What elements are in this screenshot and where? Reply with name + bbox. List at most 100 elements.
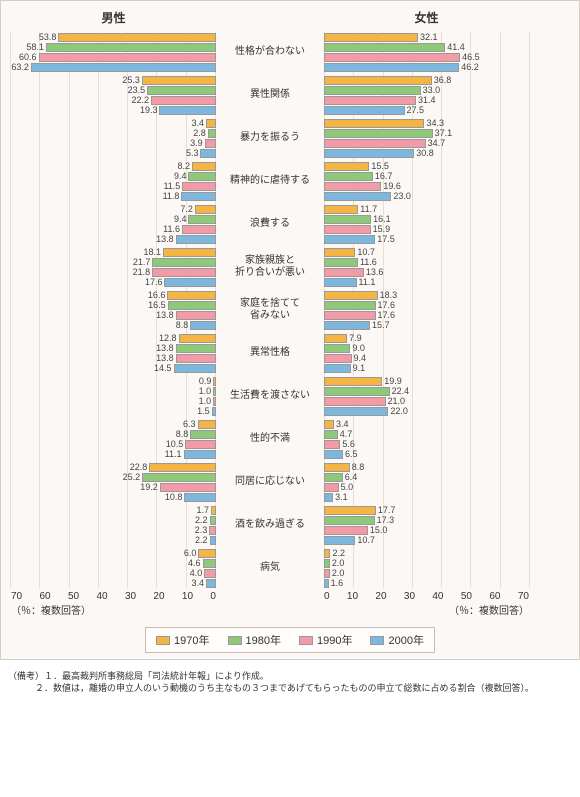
bar-value: 10.7 (357, 536, 375, 545)
bar-female (324, 162, 369, 171)
bar-male (198, 420, 216, 429)
bar-value: 13.6 (366, 268, 384, 277)
bar-value: 41.4 (447, 43, 465, 52)
bar-value: 15.7 (372, 321, 390, 330)
chart-headers: 男性 女性 (11, 9, 569, 26)
bar-value: 23.0 (393, 192, 411, 201)
bar-female (324, 149, 414, 158)
chart-body: 53.858.160.663.2性格が合わない32.141.446.546.2 2… (11, 32, 569, 588)
bar-female (324, 440, 340, 449)
category-row: 6.04.64.03.4病気2.22.02.01.6 (11, 548, 569, 588)
bar-female (324, 258, 358, 267)
legend-label: 1970年 (174, 632, 209, 648)
bar-male (174, 364, 216, 373)
note-line-1: （備考）１．最高裁判所事務総局「司法統計年報」により作成。 (8, 670, 572, 682)
bar-value: 13.8 (156, 311, 174, 320)
bar-male (142, 76, 216, 85)
bar-value: 46.2 (461, 63, 479, 72)
bar-value: 5.3 (186, 149, 199, 158)
bar-value: 11.6 (360, 258, 377, 267)
bar-male (195, 205, 216, 214)
female-bars: 7.99.09.49.1 (324, 333, 529, 373)
bar-value: 27.5 (407, 106, 425, 115)
category-row: 6.38.810.511.1性的不満3.44.75.66.5 (11, 419, 569, 459)
bar-female (324, 43, 445, 52)
female-bars: 19.922.421.022.0 (324, 376, 529, 416)
bar-female (324, 364, 351, 373)
bar-value: 3.1 (335, 493, 348, 502)
bar-value: 1.6 (331, 579, 344, 588)
female-bars: 36.833.031.427.5 (324, 75, 529, 115)
bar-value: 6.5 (345, 450, 358, 459)
bar-male (151, 96, 216, 105)
legend-item: 1980年 (228, 632, 281, 648)
bar-female (324, 205, 358, 214)
bar-male (208, 129, 216, 138)
category-label: 家庭を捨てて省みない (216, 298, 324, 322)
bar-female (324, 387, 390, 396)
bar-value: 16.7 (375, 172, 393, 181)
bar-value: 60.6 (19, 53, 37, 62)
legend-label: 1980年 (246, 632, 281, 648)
bar-female (324, 119, 424, 128)
notes: （備考）１．最高裁判所事務総局「司法統計年報」により作成。 ２．数値は，離婚の申… (0, 670, 580, 694)
bar-value: 11.7 (360, 205, 377, 214)
bar-male (209, 526, 216, 535)
bar-female (324, 463, 350, 472)
bar-female (324, 430, 338, 439)
bar-female (324, 53, 460, 62)
legend-swatch (156, 636, 170, 645)
bar-female (324, 549, 330, 558)
bar-male (176, 344, 216, 353)
category-row: 8.29.411.511.8精神的に虐待する15.516.719.623.0 (11, 161, 569, 201)
female-bars: 10.711.613.611.1 (324, 247, 529, 287)
axis-unit-male: （％：複数回答） (11, 602, 216, 617)
bar-female (324, 215, 371, 224)
bar-value: 18.1 (143, 248, 161, 257)
male-bars: 18.121.721.817.6 (11, 247, 216, 287)
axis-spacer (216, 591, 324, 602)
bar-value: 31.4 (418, 96, 436, 105)
bar-value: 18.3 (380, 291, 398, 300)
bar-value: 6.0 (184, 549, 197, 558)
bar-value: 19.6 (383, 182, 401, 191)
note-line-2: ２．数値は，離婚の申立人のいう動機のうち主なもの３つまであげてもらったものの申立… (8, 682, 572, 694)
female-bars: 32.141.446.546.2 (324, 32, 529, 72)
bar-male (163, 248, 216, 257)
bar-female (324, 506, 376, 515)
bar-male (58, 33, 216, 42)
bar-value: 13.8 (156, 344, 174, 353)
bar-female (324, 407, 388, 416)
bar-female (324, 33, 418, 42)
x-axis: 706050403020100 010203040506070 (11, 591, 569, 602)
bar-value: 10.5 (166, 440, 184, 449)
bar-value: 63.2 (11, 63, 29, 72)
bar-value: 22.2 (131, 96, 149, 105)
bar-male (176, 354, 216, 363)
bar-male (176, 235, 216, 244)
bar-value: 22.4 (392, 387, 410, 396)
bar-male (159, 106, 216, 115)
bar-value: 3.4 (336, 420, 349, 429)
bar-female (324, 291, 378, 300)
bar-male (210, 536, 216, 545)
category-row: 0.91.01.01.5生活費を渡さない19.922.421.022.0 (11, 376, 569, 416)
bar-female (324, 268, 364, 277)
bar-female (324, 139, 426, 148)
bar-value: 12.8 (159, 334, 177, 343)
bar-value: 13.8 (156, 354, 174, 363)
bar-value: 34.7 (428, 139, 446, 148)
bar-value: 15.9 (373, 225, 391, 234)
bar-value: 1.5 (197, 407, 210, 416)
bar-male (149, 463, 216, 472)
bar-male (204, 569, 216, 578)
bar-value: 3.9 (190, 139, 203, 148)
bar-female (324, 63, 459, 72)
bar-male (182, 182, 216, 191)
bar-value: 14.5 (154, 364, 172, 373)
male-bars: 16.616.513.88.8 (11, 290, 216, 330)
bar-value: 16.5 (148, 301, 166, 310)
category-row: 53.858.160.663.2性格が合わない32.141.446.546.2 (11, 32, 569, 72)
legend-label: 2000年 (388, 632, 423, 648)
category-label: 酒を飲み過ぎる (216, 519, 324, 531)
